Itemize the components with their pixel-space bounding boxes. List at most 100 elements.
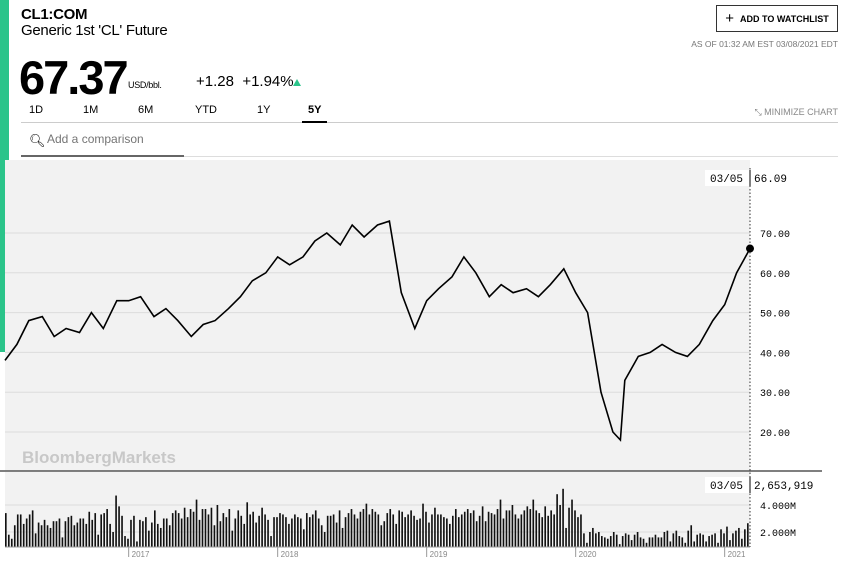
volume-bar	[374, 511, 377, 547]
volume-bar	[317, 518, 320, 547]
tab-1d[interactable]: 1D	[29, 104, 44, 116]
volume-bar	[606, 538, 609, 547]
volume-bar	[243, 523, 246, 547]
volume-bar	[168, 525, 171, 547]
tab-5y[interactable]: 5Y	[302, 104, 328, 123]
timeframe-tabs: 1D 1M 6M YTD 1Y 5Y	[21, 100, 838, 123]
volume-bar	[678, 536, 681, 547]
volume-bar	[234, 518, 237, 547]
price-crosshair-bg	[705, 170, 845, 186]
volume-bar	[320, 525, 323, 547]
volume-bar	[279, 513, 281, 547]
volume-bar	[303, 529, 305, 547]
volume-bar	[264, 514, 266, 547]
y-tick-label: 70.00	[760, 230, 790, 241]
volume-bar	[669, 541, 672, 547]
volume-bar	[180, 518, 183, 547]
volume-bar	[380, 525, 383, 547]
volume-bar	[288, 523, 290, 547]
volume-bar	[82, 518, 85, 547]
volume-bar	[186, 517, 189, 547]
volume-bar	[267, 519, 269, 547]
volume-bar	[177, 513, 180, 547]
volume-bar	[31, 510, 34, 547]
volume-bar	[741, 538, 743, 547]
tab-1y[interactable]: 1Y	[257, 104, 271, 116]
volume-bar	[344, 517, 347, 547]
volume-crosshair-value: 2,653,919	[754, 481, 813, 493]
volume-bar	[595, 533, 597, 547]
volume-bar	[660, 537, 663, 547]
volume-bar	[589, 532, 591, 547]
volume-bar	[663, 532, 666, 547]
comparison-input[interactable]	[47, 132, 347, 146]
volume-bar	[198, 519, 201, 547]
y-tick-label: 60.00	[760, 270, 790, 281]
volume-bar	[699, 533, 701, 547]
volume-bar	[732, 533, 734, 547]
volume-bar	[675, 530, 678, 547]
tab-6m[interactable]: 6M	[138, 104, 154, 116]
volume-bar	[431, 514, 433, 547]
volume-bar	[624, 533, 627, 547]
volume-bar	[577, 517, 579, 547]
search-underline	[21, 155, 184, 157]
volume-bar	[22, 523, 25, 547]
volume-bar	[112, 532, 114, 547]
volume-bar	[371, 509, 374, 547]
volume-bar	[285, 517, 287, 547]
volume-bar	[174, 510, 177, 547]
volume-bar	[222, 513, 225, 547]
volume-bar	[329, 515, 332, 547]
volume-bar	[13, 525, 16, 547]
volume-bar	[121, 515, 123, 547]
volume-bar	[273, 517, 275, 547]
volume-bar	[353, 514, 356, 547]
volume-bar	[490, 513, 493, 547]
volume-bar	[615, 534, 618, 547]
y-tick-label: 40.00	[760, 349, 790, 360]
volume-bar	[189, 509, 192, 547]
minimize-chart-button[interactable]: ⤡ MINIMIZE CHART	[754, 107, 838, 118]
volume-crosshair-bg	[705, 477, 845, 493]
volume-bar	[49, 527, 52, 547]
volume-bar	[472, 510, 475, 547]
volume-bar	[106, 509, 108, 547]
volume-bar	[618, 544, 621, 547]
volume-bar	[85, 523, 88, 547]
volume-bar	[261, 507, 263, 547]
volume-bar	[559, 505, 561, 547]
volume-bar	[547, 515, 549, 547]
volume-tick-label: 4.000M	[760, 502, 796, 513]
volume-bar	[300, 518, 302, 547]
volume-bar	[359, 511, 362, 547]
volume-bar	[410, 510, 412, 547]
volume-bar	[586, 542, 588, 547]
volume-bar	[16, 514, 19, 547]
tab-ytd[interactable]: YTD	[195, 104, 217, 116]
volume-bar	[446, 518, 448, 547]
volume-bar	[204, 509, 207, 547]
volume-bar	[621, 536, 624, 547]
price-change: +1.28 +1.94%	[196, 73, 294, 90]
tab-1m[interactable]: 1M	[83, 104, 99, 116]
volume-bar	[258, 515, 260, 547]
volume-bar	[225, 517, 228, 547]
volume-bar	[541, 517, 544, 547]
volume-bar	[523, 510, 526, 547]
accent-stripe	[0, 0, 9, 352]
x-tick-label: 2021	[728, 550, 746, 559]
volume-bar	[434, 507, 436, 547]
volume-bar	[526, 506, 529, 547]
volume-bar	[466, 509, 469, 547]
x-tick-label: 2017	[132, 550, 150, 559]
volume-bar	[636, 532, 639, 547]
volume-bar	[690, 525, 693, 547]
volume-bar	[627, 534, 630, 547]
volume-bar	[61, 537, 64, 547]
volume-bar	[207, 514, 210, 547]
add-to-watchlist-button[interactable]: + ADD TO WATCHLIST	[716, 5, 838, 32]
volume-bar	[118, 506, 120, 547]
volume-bar	[460, 514, 463, 547]
volume-bar	[46, 525, 49, 547]
